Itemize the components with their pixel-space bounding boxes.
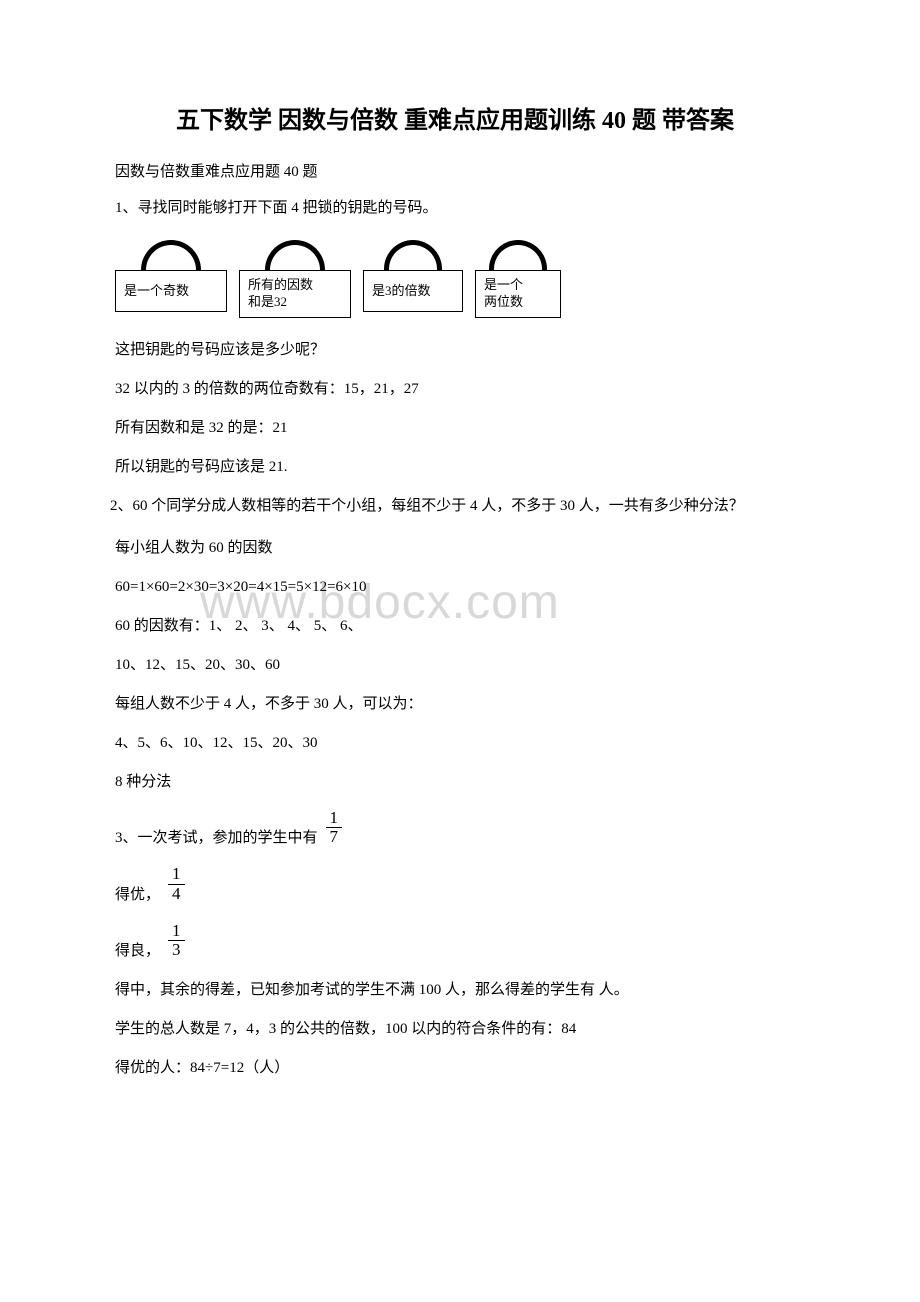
q3-line3: 得良， 1 3 bbox=[115, 922, 840, 960]
fraction-1-7: 1 7 bbox=[326, 809, 343, 847]
q1-prompt: 1、寻找同时能够打开下面 4 把锁的钥匙的号码。 bbox=[115, 196, 840, 220]
fraction-denominator: 4 bbox=[168, 885, 185, 904]
lock-shackle bbox=[384, 240, 442, 272]
page-title: 五下数学 因数与倍数 重难点应用题训练 40 题 带答案 bbox=[70, 100, 840, 135]
fraction-numerator: 1 bbox=[168, 865, 185, 885]
fraction-numerator: 1 bbox=[168, 922, 185, 942]
lock-shackle bbox=[141, 240, 201, 272]
fraction-denominator: 7 bbox=[326, 828, 343, 847]
q3-line: 学生的总人数是 7，4，3 的公共的倍数，100 以内的符合条件的有：84 bbox=[115, 1017, 840, 1041]
lock-shackle bbox=[265, 240, 325, 272]
fraction-denominator: 3 bbox=[168, 941, 185, 960]
q1-line: 这把钥匙的号码应该是多少呢？ bbox=[115, 338, 840, 362]
subtitle: 因数与倍数重难点应用题 40 题 bbox=[115, 160, 840, 181]
lock-3: 是3的倍数 bbox=[363, 240, 463, 318]
document-content: 五下数学 因数与倍数 重难点应用题训练 40 题 带答案 因数与倍数重难点应用题… bbox=[80, 100, 840, 1080]
lock-shackle bbox=[489, 240, 547, 272]
fraction-numerator: 1 bbox=[326, 809, 343, 829]
q3-line2: 得优， 1 4 bbox=[115, 865, 840, 903]
q1-line: 32 以内的 3 的倍数的两位奇数有：15，21，27 bbox=[115, 377, 840, 401]
lock-label: 所有的因数和是32 bbox=[239, 270, 351, 318]
q3-line: 得优的人：84÷7=12（人） bbox=[115, 1056, 840, 1080]
lock-1: 是一个奇数 bbox=[115, 240, 227, 318]
locks-diagram: 是一个奇数 所有的因数和是32 是3的倍数 是一个两位数 bbox=[115, 240, 840, 318]
q1-line: 所有因数和是 32 的是：21 bbox=[115, 416, 840, 440]
lock-label: 是3的倍数 bbox=[363, 270, 463, 312]
lock-label: 是一个奇数 bbox=[115, 270, 227, 312]
q3-prompt: 3、一次考试，参加的学生中有 1 7 bbox=[115, 809, 840, 847]
q2-prompt: 2、60 个同学分成人数相等的若干个小组，每组不少于 4 人，不多于 30 人，… bbox=[80, 494, 840, 518]
q2-line: 8 种分法 bbox=[115, 770, 840, 794]
q2-line: 60 的因数有：1、 2、 3、 4、 5、 6、 bbox=[115, 614, 840, 638]
lock-2: 所有的因数和是32 bbox=[239, 240, 351, 318]
q3-line2-text: 得优， bbox=[115, 883, 160, 904]
q3-line: 得中，其余的得差，已知参加考试的学生不满 100 人，那么得差的学生有 人。 bbox=[115, 978, 840, 1002]
lock-label: 是一个两位数 bbox=[475, 270, 561, 318]
q3-line3-text: 得良， bbox=[115, 939, 160, 960]
q3-prompt-text: 3、一次考试，参加的学生中有 bbox=[115, 826, 318, 847]
q2-prompt-text: 2、60 个同学分成人数相等的若干个小组，每组不少于 4 人，不多于 30 人，… bbox=[110, 498, 744, 514]
fraction-1-4: 1 4 bbox=[168, 865, 185, 903]
q2-line: 每小组人数为 60 的因数 bbox=[115, 536, 840, 560]
q2-line: 60=1×60=2×30=3×20=4×15=5×12=6×10 bbox=[115, 575, 840, 599]
q2-line: 10、12、15、20、30、60 bbox=[115, 653, 840, 677]
q2-line: 4、5、6、10、12、15、20、30 bbox=[115, 731, 840, 755]
q2-line: 每组人数不少于 4 人，不多于 30 人，可以为： bbox=[115, 692, 840, 716]
lock-4: 是一个两位数 bbox=[475, 240, 561, 318]
q1-line: 所以钥匙的号码应该是 21. bbox=[115, 455, 840, 479]
fraction-1-3: 1 3 bbox=[168, 922, 185, 960]
